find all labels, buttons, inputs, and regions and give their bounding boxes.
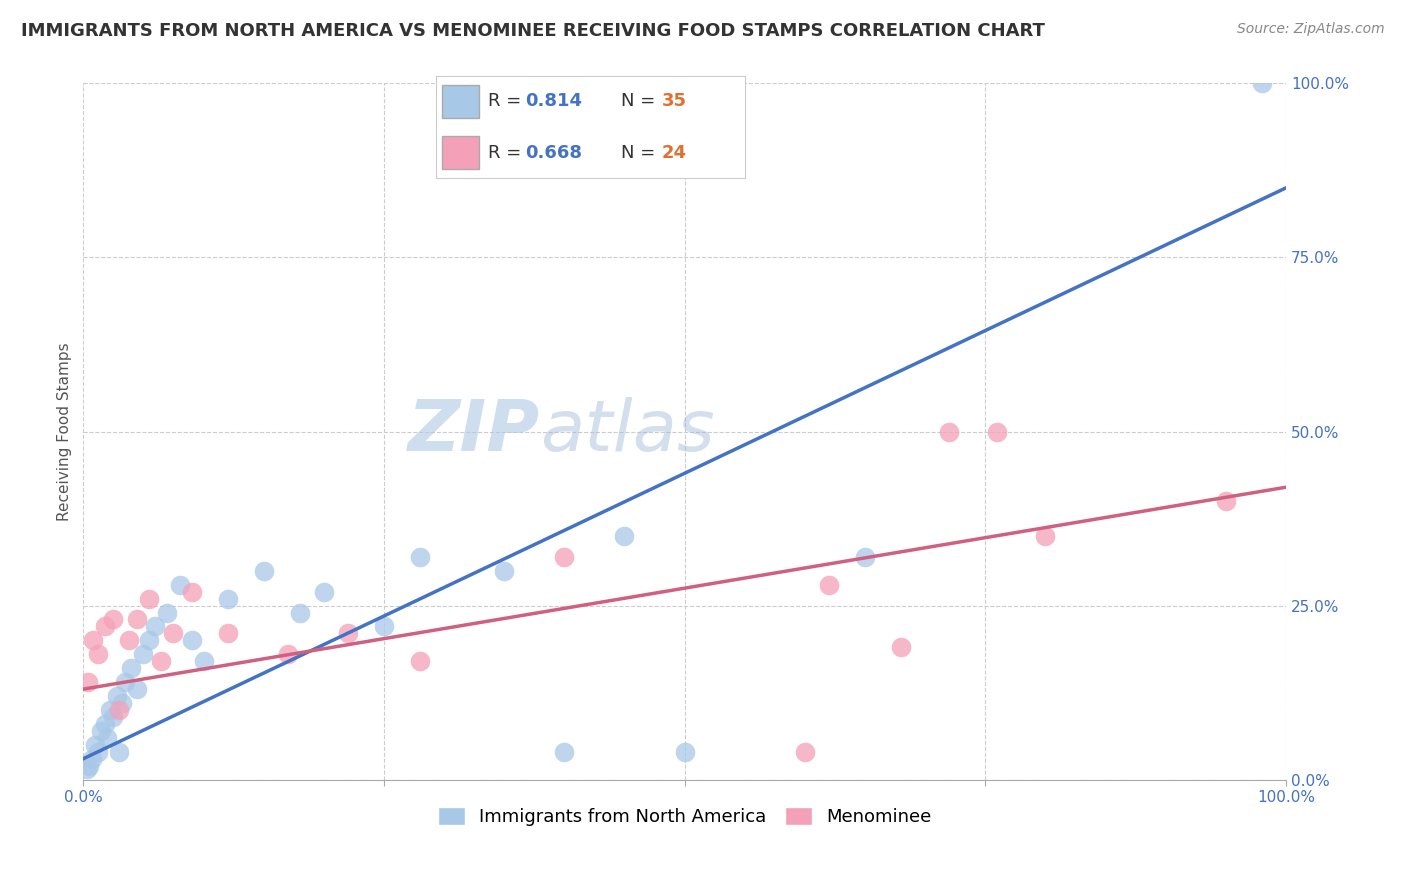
Point xyxy=(162,626,184,640)
Point xyxy=(613,529,636,543)
Point xyxy=(409,549,432,564)
Point xyxy=(150,654,173,668)
Text: ZIP: ZIP xyxy=(408,397,540,466)
Point xyxy=(127,612,149,626)
Point xyxy=(409,654,432,668)
Text: atlas: atlas xyxy=(540,397,714,466)
Point xyxy=(156,606,179,620)
Point xyxy=(87,648,110,662)
Point xyxy=(180,584,202,599)
Point xyxy=(986,425,1008,439)
Point xyxy=(94,619,117,633)
Text: 0.814: 0.814 xyxy=(526,93,582,111)
FancyBboxPatch shape xyxy=(441,136,479,169)
Legend: Immigrants from North America, Menominee: Immigrants from North America, Menominee xyxy=(430,799,939,833)
Point xyxy=(108,703,131,717)
Point xyxy=(1035,529,1057,543)
Y-axis label: Receiving Food Stamps: Receiving Food Stamps xyxy=(58,343,72,521)
Point xyxy=(118,633,141,648)
Text: N =: N = xyxy=(621,144,661,161)
Point xyxy=(76,762,98,776)
Point xyxy=(138,591,160,606)
Point xyxy=(553,745,575,759)
Point xyxy=(793,745,815,759)
Point xyxy=(818,577,841,591)
Point xyxy=(890,640,912,655)
Point xyxy=(169,577,191,591)
Point xyxy=(82,633,104,648)
Point xyxy=(98,703,121,717)
Text: 35: 35 xyxy=(662,93,686,111)
Point xyxy=(94,717,117,731)
Point xyxy=(127,682,149,697)
Point xyxy=(90,723,112,738)
Point xyxy=(96,731,118,745)
Point xyxy=(120,661,142,675)
Point xyxy=(132,648,155,662)
Point xyxy=(373,619,395,633)
Text: R =: R = xyxy=(488,93,527,111)
Text: 0.668: 0.668 xyxy=(526,144,582,161)
Point xyxy=(84,738,107,752)
Point xyxy=(494,564,516,578)
Text: N =: N = xyxy=(621,93,661,111)
Text: IMMIGRANTS FROM NORTH AMERICA VS MENOMINEE RECEIVING FOOD STAMPS CORRELATION CHA: IMMIGRANTS FROM NORTH AMERICA VS MENOMIN… xyxy=(21,22,1045,40)
Point xyxy=(180,633,202,648)
Text: 24: 24 xyxy=(662,144,686,161)
Text: Source: ZipAtlas.com: Source: ZipAtlas.com xyxy=(1237,22,1385,37)
Point xyxy=(673,745,696,759)
Point xyxy=(553,549,575,564)
Point xyxy=(108,745,131,759)
Point xyxy=(1251,77,1274,91)
Point xyxy=(77,675,100,690)
Text: R =: R = xyxy=(488,144,527,161)
Point xyxy=(80,752,103,766)
Point xyxy=(288,606,311,620)
Point xyxy=(253,564,276,578)
Point xyxy=(103,612,125,626)
Point xyxy=(193,654,215,668)
Point xyxy=(277,648,299,662)
Point xyxy=(103,710,125,724)
Point xyxy=(138,633,160,648)
FancyBboxPatch shape xyxy=(441,85,479,118)
Point xyxy=(1215,494,1237,508)
Point xyxy=(217,591,239,606)
Point xyxy=(312,584,335,599)
Point xyxy=(87,745,110,759)
Point xyxy=(853,549,876,564)
Point xyxy=(111,696,134,710)
Point xyxy=(79,758,101,772)
Point xyxy=(114,675,136,690)
Point xyxy=(336,626,359,640)
Point xyxy=(105,689,128,703)
Point xyxy=(145,619,167,633)
Point xyxy=(938,425,960,439)
Point xyxy=(217,626,239,640)
